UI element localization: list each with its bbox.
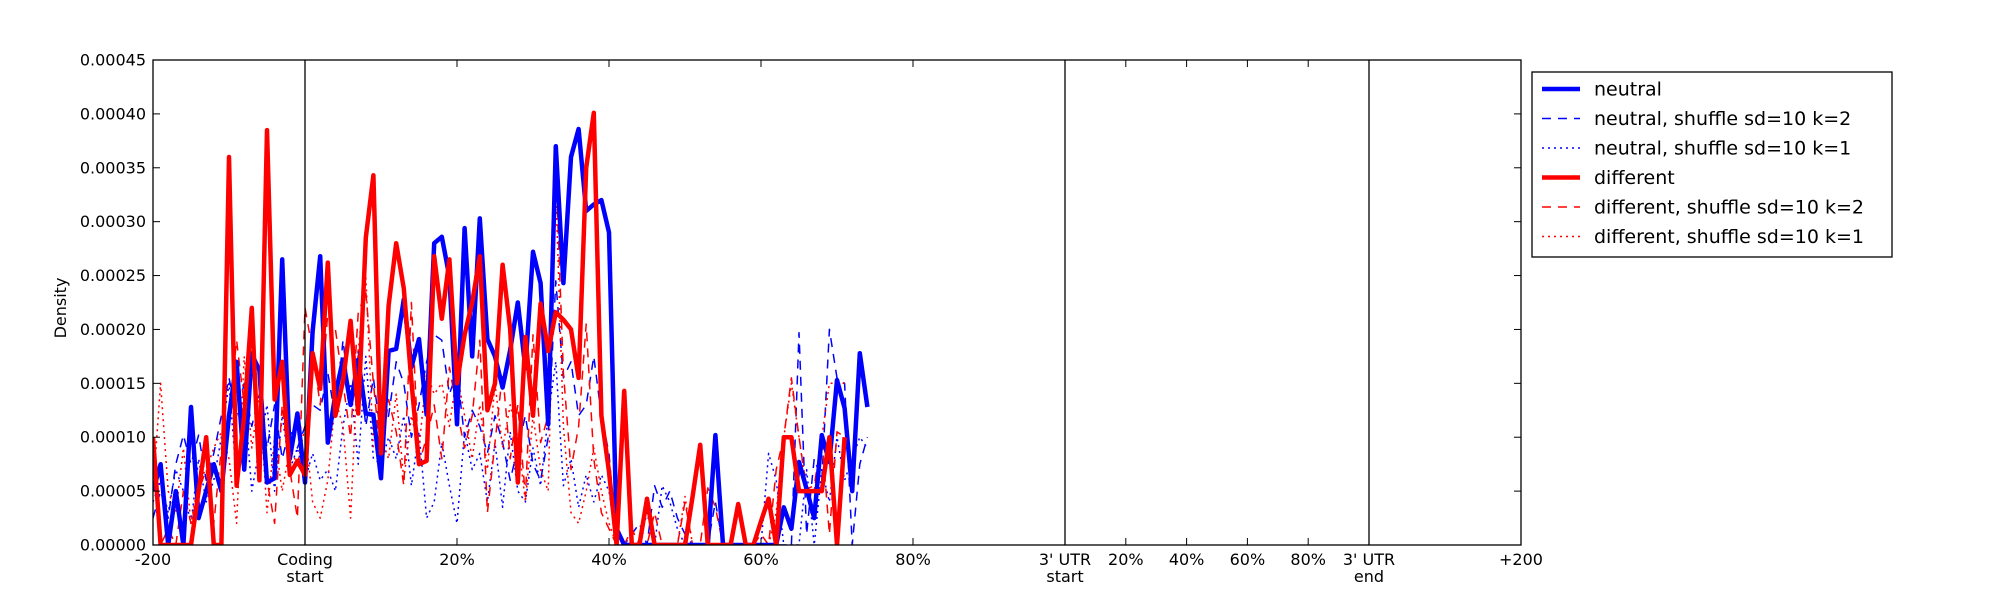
series-group [153,110,870,545]
x-tick-label: -200 [135,550,171,569]
y-tick-label: 0.00025 [80,266,146,285]
x-tick-label: 3' UTR start [1039,550,1091,586]
y-tick-label: 0.00010 [80,428,146,447]
y-tick-label: 0.00005 [80,482,146,501]
x-tick-label: +200 [1499,550,1543,569]
y-tick-label: 0.00000 [80,536,146,555]
y-tick-label: 0.00030 [80,212,146,231]
series-line-neutral-shuffle-sd-10-k-2 [153,280,869,545]
x-tick-label: 40% [1169,550,1205,569]
x-tick-label: 60% [743,550,779,569]
y-tick-label: 0.00040 [80,104,146,123]
legend-label: different, shuffle sd=10 k=1 [1594,226,1864,248]
x-tick-label: 40% [591,550,627,569]
x-tick-label: 20% [1108,550,1144,569]
x-axis: -200 Coding start 20% 40% 60% 80% 3' UTR start 20… [135,60,1543,586]
legend-label: neutral, shuffle sd=10 k=2 [1594,108,1851,130]
y-tick-label: 0.00015 [80,374,146,393]
legend-box [1531,71,1893,258]
x-tick-label: 80% [895,550,931,569]
y-tick-label: 0.00020 [80,320,146,339]
plot-area [152,59,1522,546]
y-tick-label: 0.00035 [80,158,146,177]
y-axis: 0.00000 0.00005 0.00010 0.00015 0.00020 0.000… [80,51,1521,555]
x-tick-label: Coding start [277,550,333,586]
legend-label: different [1594,167,1675,189]
legend-label: neutral, shuffle sd=10 k=1 [1594,138,1851,160]
legend-label: different, shuffle sd=10 k=2 [1594,197,1864,219]
y-tick-label: 0.00045 [80,51,146,70]
legend-label: neutral [1594,79,1662,101]
series-line-different [153,110,847,545]
x-tick-label: 80% [1290,550,1326,569]
plot-frame [152,59,1522,546]
x-tick-label: 20% [439,550,475,569]
series-line-different-shuffle-sd-10-k-1 [153,188,845,545]
x-tick-label: 3' UTR end [1343,550,1395,586]
y-axis-label: Density [51,278,70,339]
legend: neutral neutral, shuffle sd=10 k=2 neutral… [1531,71,1893,258]
x-tick-label: 60% [1230,550,1266,569]
